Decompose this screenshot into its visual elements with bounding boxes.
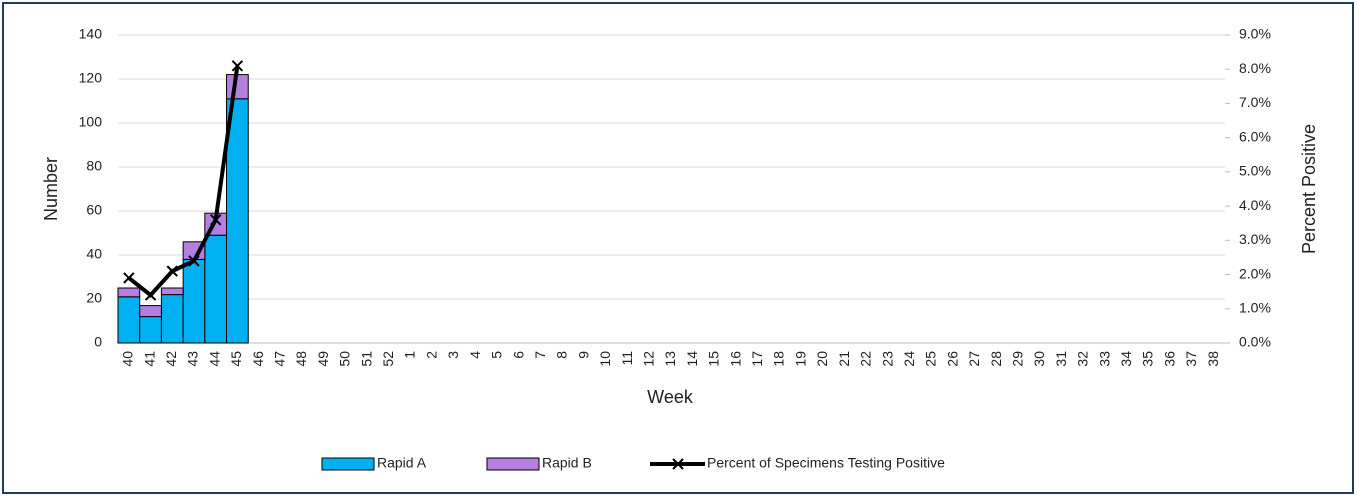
x-tick-label: 29 — [1009, 351, 1025, 367]
x-tick-label: 37 — [1183, 351, 1199, 367]
y-tick-label: 100 — [79, 114, 103, 130]
y2-tick-label: 8.0% — [1239, 60, 1271, 76]
y2-tick-label: 7.0% — [1239, 94, 1271, 110]
bar — [182, 258, 206, 344]
y2-tick-label: 9.0% — [1239, 26, 1271, 42]
bar — [139, 305, 162, 318]
x-tick-label: 17 — [749, 351, 765, 367]
x-tick-label: 51 — [358, 351, 374, 367]
marker — [123, 272, 135, 284]
legend-label: Rapid A — [377, 455, 427, 471]
y2-axis-title: Percent Positive — [1299, 124, 1319, 254]
bar — [160, 287, 184, 296]
x-tick-label: 25 — [923, 351, 939, 367]
legend-swatch — [321, 457, 375, 471]
x-tick-label: 20 — [814, 351, 830, 367]
x-tick-label: 18 — [771, 351, 787, 367]
x-tick-label: 15 — [706, 351, 722, 367]
x-tick-label: 42 — [163, 351, 179, 367]
x-tick-label: 50 — [337, 351, 353, 367]
y-tick-label: 60 — [86, 202, 102, 218]
x-tick-label: 7 — [532, 351, 548, 359]
x-tick-label: 11 — [619, 351, 635, 366]
bar — [139, 316, 162, 344]
x-tick-label: 26 — [944, 351, 960, 367]
marker — [209, 214, 222, 226]
x-tick-label: 35 — [1140, 351, 1156, 367]
y-tick-label: 0 — [94, 334, 102, 350]
x-tick-label: 6 — [510, 351, 526, 359]
marker — [188, 255, 200, 267]
x-tick-label: 44 — [206, 351, 222, 367]
x-tick-label: 36 — [1161, 351, 1177, 367]
x-tick-label: 9 — [575, 351, 591, 359]
y2-tick-label: 6.0% — [1239, 128, 1271, 144]
x-tick-label: 23 — [879, 351, 895, 367]
x-tick-label: 45 — [228, 351, 244, 367]
y-tick-label: 20 — [86, 290, 102, 306]
y2-tick-label: 4.0% — [1239, 197, 1271, 213]
y-axis-title: Number — [41, 157, 61, 221]
y2-tick-label: 5.0% — [1239, 163, 1271, 179]
x-tick-label: 4 — [467, 351, 483, 359]
x-tick-label: 12 — [640, 351, 656, 367]
x-tick-label: 28 — [988, 351, 1004, 367]
x-tick-label: 22 — [858, 351, 874, 367]
y-tick-label: 80 — [86, 158, 102, 174]
marker — [231, 60, 244, 72]
x-tick-label: 46 — [250, 351, 266, 367]
x-tick-label: 43 — [185, 351, 201, 367]
x-tick-label: 1 — [402, 351, 418, 359]
y2-tick-label: 0.0% — [1239, 334, 1271, 350]
x-tick-label: 13 — [662, 351, 678, 367]
x-tick-label: 21 — [836, 351, 852, 367]
x-tick-label: 32 — [1075, 351, 1091, 367]
x-tick-label: 8 — [554, 351, 570, 359]
x-tick-label: 34 — [1118, 351, 1134, 367]
y-tick-label: 120 — [79, 70, 103, 86]
x-tick-label: 30 — [1031, 351, 1047, 367]
x-tick-label: 40 — [120, 351, 136, 367]
legend-label: Percent of Specimens Testing Positive — [707, 455, 945, 471]
y2-tick-label: 3.0% — [1239, 231, 1271, 247]
x-tick-label: 5 — [489, 351, 505, 359]
bar — [160, 294, 184, 344]
legend-marker — [672, 458, 684, 470]
y-tick-label: 140 — [79, 26, 103, 42]
marker — [144, 289, 157, 301]
bar — [117, 296, 141, 344]
x-tick-label: 14 — [684, 351, 700, 367]
x-tick-label: 49 — [315, 351, 331, 367]
x-tick-label: 33 — [1096, 351, 1112, 367]
x-tick-label: 47 — [271, 351, 287, 367]
y2-tick-label: 1.0% — [1239, 299, 1271, 315]
x-tick-label: 16 — [727, 351, 743, 367]
marker — [166, 265, 178, 277]
x-tick-label: 48 — [293, 351, 309, 367]
y-tick-label: 40 — [86, 246, 102, 262]
legend-label: Rapid B — [542, 455, 592, 471]
bar — [117, 287, 141, 298]
x-tick-label: 38 — [1205, 351, 1221, 367]
x-tick-label: 2 — [423, 351, 439, 359]
bar — [204, 234, 228, 344]
x-tick-label: 10 — [597, 351, 613, 367]
x-tick-label: 27 — [966, 351, 982, 367]
x-tick-label: 3 — [445, 351, 461, 359]
legend-swatch — [486, 457, 540, 471]
x-tick-label: 31 — [1053, 351, 1069, 367]
x-tick-label: 24 — [901, 351, 917, 367]
bar — [226, 98, 249, 344]
x-tick-label: 19 — [792, 351, 808, 367]
x-tick-label: 41 — [141, 351, 157, 367]
x-axis-title: Week — [647, 387, 694, 407]
x-tick-label: 52 — [380, 351, 396, 367]
y2-tick-label: 2.0% — [1239, 265, 1271, 281]
